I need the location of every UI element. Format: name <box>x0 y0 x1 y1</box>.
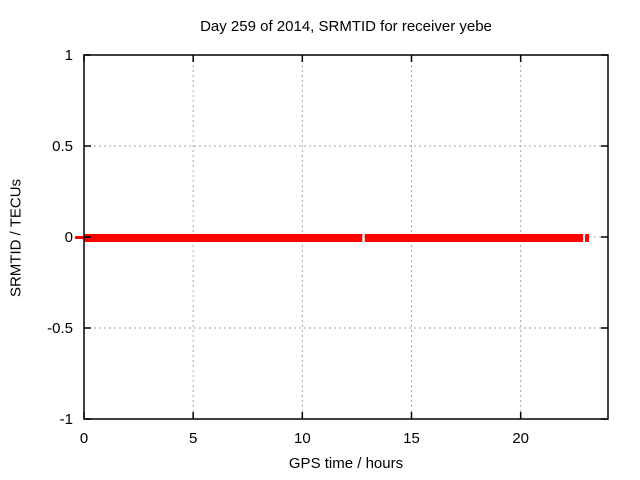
x-tick-label: 0 <box>80 430 88 447</box>
y-tick-label: -0.5 <box>47 320 73 337</box>
x-tick-label: 20 <box>512 430 529 447</box>
y-tick-label: 1 <box>65 47 73 64</box>
red-zero-tick-artifact <box>75 236 84 239</box>
x-tick-label: 10 <box>294 430 311 447</box>
x-tick-label: 5 <box>189 430 197 447</box>
y-tick-label: -1 <box>60 411 73 428</box>
chart-title: Day 259 of 2014, SRMTID for receiver yeb… <box>200 18 492 35</box>
y-tick-label: 0 <box>65 229 73 246</box>
x-tick-label: 15 <box>403 430 420 447</box>
plot-border <box>83 54 609 420</box>
y-tick-label: 0.5 <box>52 138 73 155</box>
x-axis-label: GPS time / hours <box>288 455 404 472</box>
y-axis-label: SRMTID / TECUs <box>7 178 25 298</box>
